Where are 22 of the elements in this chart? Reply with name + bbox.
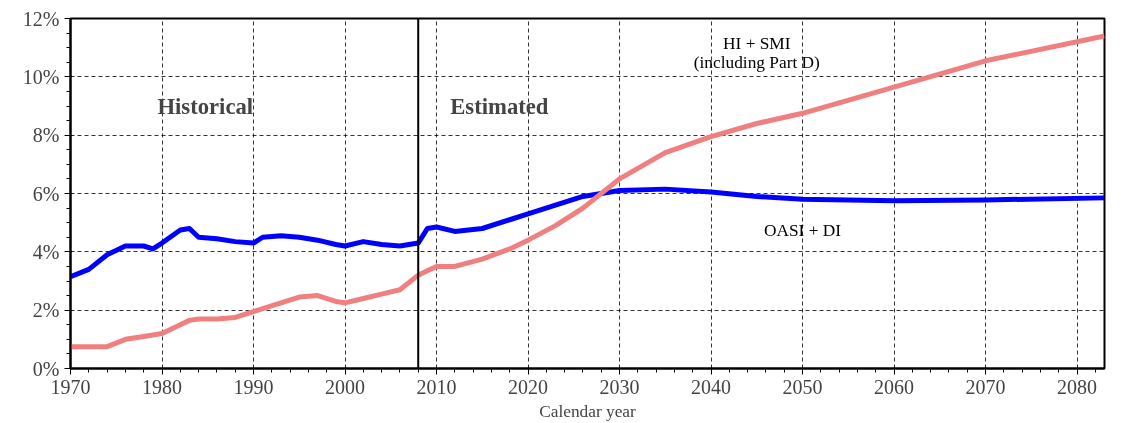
y-tick-label: 8% [32,124,60,147]
text: HI + SMI (including Part D) [693,33,821,72]
x-tick-label: 2020 [508,375,549,398]
annotation: Estimated [450,93,549,119]
x-tick-label: 2030 [599,375,640,398]
x-tick-label: 2050 [782,375,823,398]
x-tick-label: 2060 [874,375,915,398]
x-tick-label: 1980 [142,375,182,398]
x-tick-label: 2000 [325,375,366,398]
series-label: OASI + DI [763,221,842,241]
y-tick-label: 12% [22,7,60,30]
x-tick-label: 2080 [1057,375,1098,398]
annotation: Historical [157,93,254,119]
y-tick-label: 2% [32,299,60,322]
y-tick-label: 4% [32,240,60,263]
x-tick-label: 2010 [416,375,457,398]
x-tick-label: 2070 [965,375,1006,398]
x-tick-label: 2040 [691,375,732,398]
y-tick-label: 10% [22,65,60,88]
x-tick-label: 1990 [233,375,274,398]
x-axis-title: Calendar year [539,401,637,421]
y-tick-label: 6% [32,182,60,205]
